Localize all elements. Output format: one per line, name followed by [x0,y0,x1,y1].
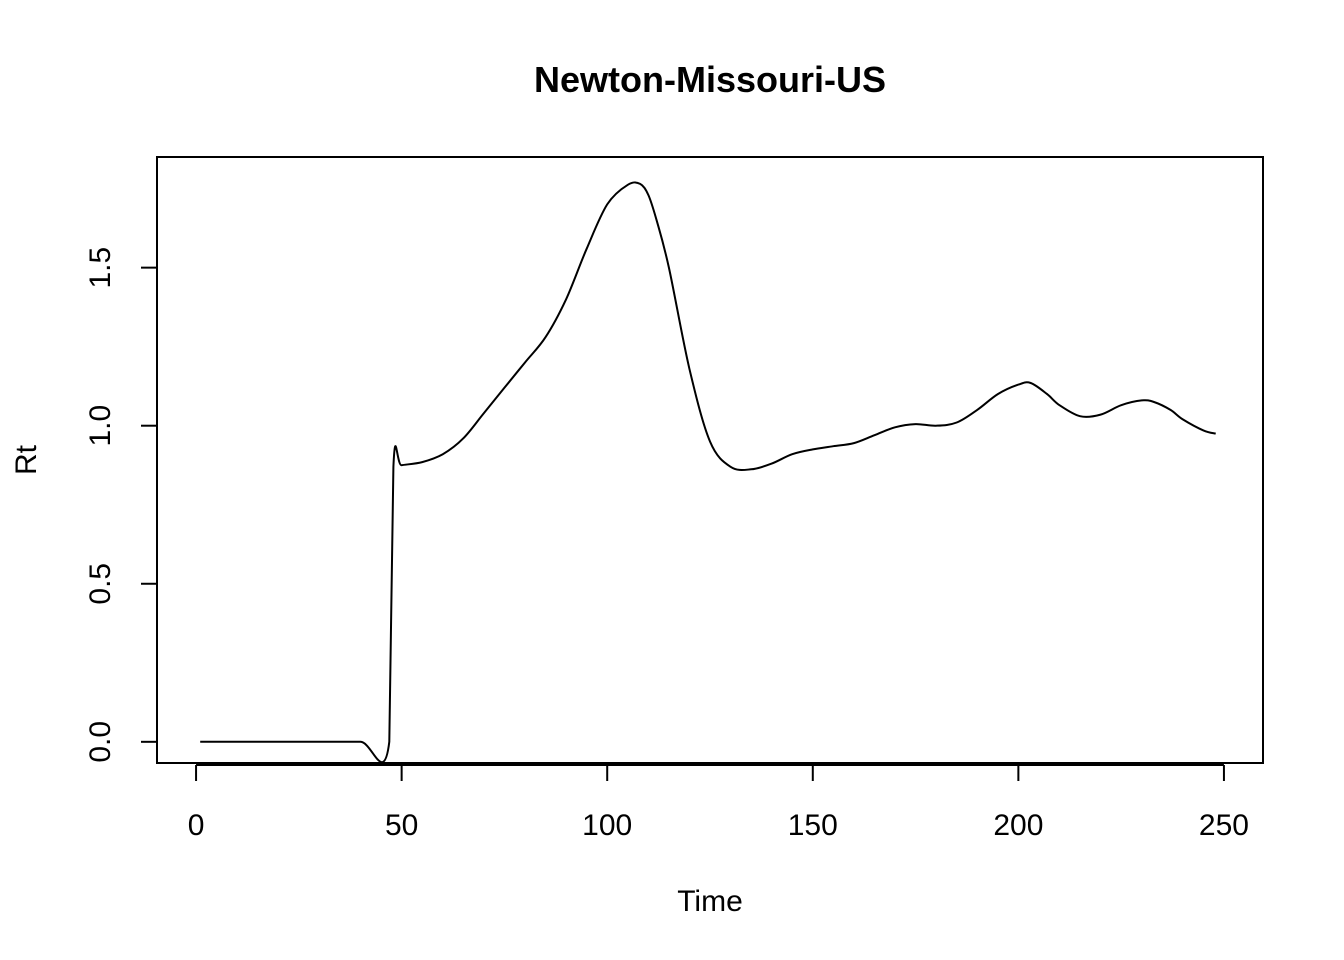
x-tick-label: 250 [1199,809,1249,842]
y-axis-label: Rt [10,444,43,475]
series-layer [200,181,1216,764]
y-tick-label: 0.5 [84,563,117,605]
chart-title: Newton-Missouri-US [534,59,886,100]
series-line [200,181,1216,764]
y-tick-label: 1.5 [84,247,117,289]
x-axis-label: Time [677,885,743,918]
y-axis: 0.0 0.5 1.0 1.5 [84,247,158,763]
y-tick-label: 0.0 [84,721,117,763]
x-tick-label: 0 [188,809,205,842]
x-axis: 0 50 100 150 200 250 [188,764,1249,842]
x-tick-label: 150 [788,809,838,842]
x-tick-label: 100 [582,809,632,842]
plot-frame [156,156,1264,764]
x-tick-label: 200 [993,809,1043,842]
x-tick-label: 50 [385,809,418,842]
y-tick-label: 1.0 [84,405,117,447]
